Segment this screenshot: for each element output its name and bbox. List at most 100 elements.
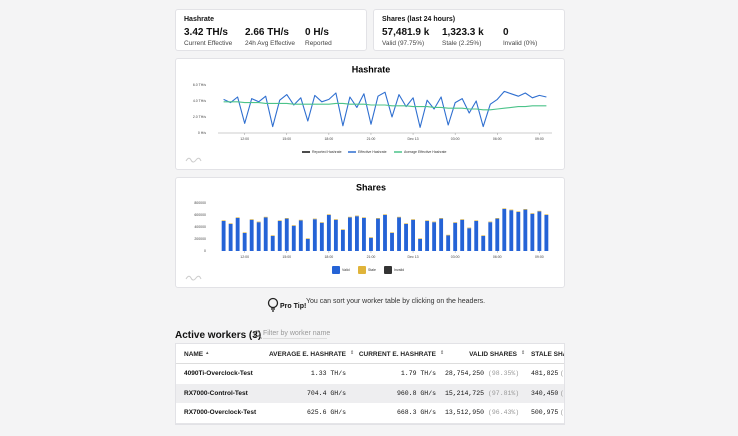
bar: [453, 222, 458, 251]
bar: [467, 227, 472, 229]
logo-squiggle: [185, 275, 202, 281]
chart-title: Hashrate: [352, 64, 391, 74]
sort-icon: ⇕: [350, 350, 355, 356]
avg-hashrate: 1.33 TH/s: [310, 370, 346, 377]
stat-label: Stale (2.25%): [442, 40, 482, 47]
bar: [404, 224, 408, 251]
bar: [481, 236, 486, 251]
stat-label: Valid (97.75%): [382, 40, 425, 47]
legend-label: Invalid: [394, 268, 404, 272]
sort-icon: ⇕: [521, 350, 526, 356]
x-tick-label: Dec 13: [408, 137, 419, 141]
x-tick-label: Dec 13: [408, 255, 419, 259]
x-tick-label: 06:00: [493, 137, 502, 141]
bar: [530, 213, 535, 214]
bar: [291, 225, 296, 251]
column-header[interactable]: VALID SHARES: [469, 351, 517, 358]
bar: [369, 237, 373, 251]
x-tick-label: 21:00: [367, 137, 376, 141]
stat-label: Reported: [305, 40, 332, 47]
bar: [270, 236, 275, 251]
x-tick-label: 12:00: [240, 255, 249, 259]
shares-stats: Shares (last 24 hours) 57,481.9 k Valid (…: [373, 9, 565, 51]
bar: [390, 232, 394, 233]
bar: [362, 217, 366, 218]
bar: [544, 214, 549, 215]
bar: [221, 220, 226, 221]
valid-shares: 28,754,250: [444, 370, 484, 377]
stat-value: 0: [503, 27, 509, 38]
bar: [488, 222, 493, 251]
stale-percent: (3.57%): [560, 409, 564, 416]
column-header[interactable]: NAME: [184, 351, 204, 358]
worker-name: RX7000-Control-Test: [184, 389, 248, 397]
stale-shares: 500,975: [531, 409, 559, 416]
bar: [298, 220, 303, 251]
bar: [439, 218, 444, 251]
bar: [284, 218, 289, 219]
avg-hashrate: 625.6 GH/s: [306, 409, 346, 416]
workers-table: NAME ▴ AVERAGE E. HASHRATE ⇕ CURRENT E. HASH…: [175, 343, 565, 425]
bar: [242, 233, 247, 251]
x-tick-label: 06:00: [493, 255, 502, 259]
bar: [228, 223, 233, 224]
column-header[interactable]: STALE SHARES: [531, 351, 564, 358]
logo-squiggle: [185, 157, 202, 163]
bar: [537, 211, 542, 251]
bar: [347, 216, 352, 218]
bar: [305, 238, 310, 239]
stat-label: Invalid (0%): [503, 40, 538, 47]
bar: [277, 220, 282, 221]
hashrate-chart: Hashrate 0 H/s 2.0 TH/s 4.0 TH/s 6.0 TH/s 12:…: [185, 64, 552, 163]
hashrate-stats: Hashrate 3.42 TH/s Current Effective 2.66…: [175, 9, 367, 51]
bar: [509, 209, 514, 211]
bar: [397, 216, 401, 218]
bar: [460, 219, 465, 220]
bar: [312, 219, 317, 251]
bar: [537, 210, 542, 212]
column-header[interactable]: AVERAGE E. HASHRATE: [268, 351, 346, 358]
bar: [446, 235, 451, 251]
sort-icon: ⇕: [440, 350, 445, 356]
x-tick-label: 09:00: [535, 137, 544, 141]
bar: [411, 219, 415, 220]
x-tick-label: 15:00: [282, 255, 291, 259]
stat-title: Hashrate: [184, 16, 214, 23]
bar: [235, 217, 240, 218]
current-hashrate: 960.8 GH/s: [396, 389, 436, 397]
stale-shares: 481,825: [531, 370, 559, 377]
bar: [495, 218, 500, 219]
bar: [263, 216, 268, 218]
y-tick-label: 0 H/s: [198, 131, 206, 135]
legend-swatch: [348, 151, 356, 153]
bar: [474, 220, 479, 221]
table-row: [176, 403, 564, 424]
stat-value: 57,481.9 k: [382, 27, 430, 38]
x-tick-label: 21:00: [367, 255, 376, 259]
x-tick-label: 09:00: [535, 255, 544, 259]
bar: [256, 221, 261, 223]
y-tick-label: 200000: [194, 237, 206, 241]
bar: [439, 218, 444, 219]
bulb-icon: [267, 297, 279, 312]
bar: [235, 218, 240, 251]
y-tick-label: 6.0 TH/s: [193, 83, 206, 87]
bar: [495, 218, 500, 251]
x-tick-label: 15:00: [282, 137, 291, 141]
bar: [326, 215, 331, 251]
valid-percent: (98.35%): [488, 370, 520, 377]
bar: [376, 218, 380, 251]
valid-percent: (97.81%): [488, 389, 520, 397]
bar: [355, 216, 359, 251]
x-tick-label: 03:00: [451, 137, 460, 141]
bar: [390, 233, 394, 251]
chart-title: Shares: [356, 182, 386, 192]
column-header[interactable]: CURRENT E. HASHRATE: [358, 351, 436, 358]
bar: [425, 220, 430, 221]
filter-input[interactable]: Filter by worker name: [263, 330, 331, 339]
stale-percent: (1.65%): [560, 370, 564, 377]
bar: [516, 211, 521, 212]
bar: [502, 209, 507, 251]
bar: [221, 221, 226, 251]
